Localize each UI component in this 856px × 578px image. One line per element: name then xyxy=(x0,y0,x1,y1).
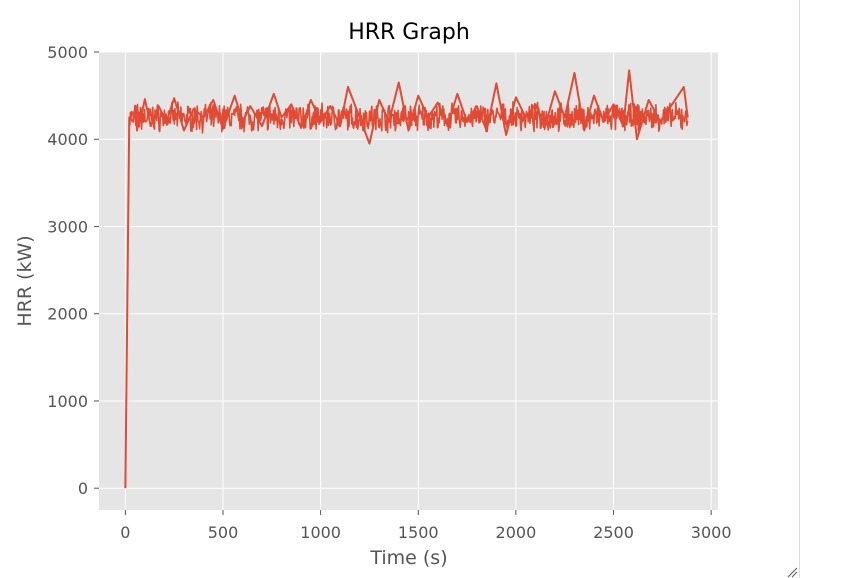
hrr-chart: HRR Graph 0 500 1000 1500 2000 2500 3000 0 1000 2… xyxy=(14,20,732,569)
x-tick-label: 3000 xyxy=(691,523,732,542)
x-tick-label: 2000 xyxy=(496,523,537,542)
y-tick-label: 3000 xyxy=(47,217,88,236)
x-tick-label: 0 xyxy=(120,523,130,542)
y-tick-label: 0 xyxy=(78,479,88,498)
panel-divider xyxy=(799,0,800,578)
chart-title: HRR Graph xyxy=(348,20,470,45)
x-tick-label: 1000 xyxy=(300,523,341,542)
y-tick-label: 5000 xyxy=(47,43,88,62)
x-tick-label: 2500 xyxy=(593,523,634,542)
y-tick-label: 2000 xyxy=(47,305,88,324)
x-tick-label: 1500 xyxy=(398,523,439,542)
y-axis-label: HRR (kW) xyxy=(14,235,36,326)
resize-grip-icon[interactable] xyxy=(786,566,798,578)
x-axis-label: Time (s) xyxy=(369,547,447,569)
hrr-noise-band xyxy=(128,100,689,134)
grid-lines xyxy=(99,51,718,510)
y-tick-label: 4000 xyxy=(47,130,88,149)
axis-ticks: 0 500 1000 1500 2000 2500 3000 0 1000 2000 3000 400… xyxy=(47,43,731,542)
x-tick-label: 500 xyxy=(208,523,239,542)
y-tick-label: 1000 xyxy=(47,392,88,411)
